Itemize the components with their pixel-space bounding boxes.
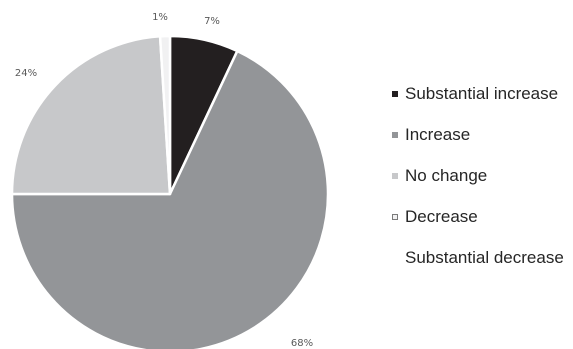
legend-swatch-substantial-decrease [392, 255, 398, 261]
data-label-decrease: 1% [152, 12, 168, 23]
legend-item-substantial-increase: Substantial increase [392, 84, 564, 104]
legend-label: Substantial increase [405, 84, 559, 103]
data-label-substantial-increase: 7% [204, 16, 220, 27]
pie-slice-no-change [10, 35, 172, 196]
pie-slice-decrease [158, 34, 172, 196]
legend-swatch-decrease [392, 214, 398, 220]
legend-item-decrease: Decrease [392, 207, 564, 227]
legend-label: Increase [405, 125, 471, 144]
pie-slice-increase [10, 49, 330, 349]
legend-item-increase: Increase [392, 125, 564, 145]
legend-swatch-no-change [392, 173, 398, 179]
legend-label: No change [405, 166, 488, 185]
legend-label: Substantial decrease [405, 248, 564, 267]
legend-item-substantial-decrease: Substantial decrease [392, 248, 564, 268]
chart-legend: Substantial increase Increase No change Dec… [392, 84, 564, 289]
legend-swatch-increase [392, 132, 398, 138]
legend-item-no-change: No change [392, 166, 564, 186]
legend-swatch-substantial-increase [392, 91, 398, 97]
data-label-increase: 68% [291, 338, 313, 349]
legend-label: Decrease [405, 207, 478, 226]
data-label-no-change: 24% [15, 68, 37, 79]
